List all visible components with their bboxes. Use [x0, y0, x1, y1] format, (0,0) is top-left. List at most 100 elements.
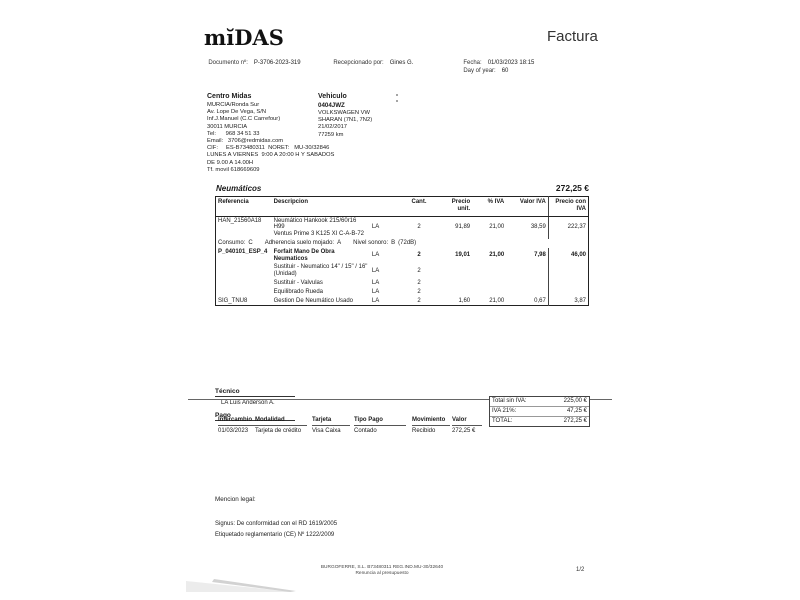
item-description: Neumático Hankook 215/60r16 H99 Ventus Pr…	[272, 216, 370, 239]
item-unit: LA	[371, 224, 380, 231]
item-description: Sustituir - Valvulas	[272, 279, 370, 288]
invoice-date-label: Fecha:	[463, 60, 482, 66]
vehicle-block: Vehiculo 0404JWZ VOLKSWAGEN VW SHARAN (7…	[318, 93, 408, 139]
item-total	[547, 287, 589, 297]
item-reference: HAN_21560A18	[218, 217, 262, 224]
eco-adherencia-value: A	[337, 239, 342, 246]
item-unit: LA	[371, 267, 380, 274]
centro-mobile: Tf. movil 618669609	[207, 166, 260, 173]
payment-col-valor: Valor	[452, 417, 482, 426]
invoice-date: Fecha: 01/03/2023 18:15	[460, 54, 534, 66]
technician-block: Técnico LA Luis Anderson A.	[215, 380, 295, 406]
eco-label-row: Consumo: C Adherencia suelo mojado: A Nivel …	[216, 239, 589, 248]
page-number: 1/2	[576, 567, 585, 573]
item-iva-pct	[472, 279, 506, 288]
item-iva-pct: 21,00	[489, 252, 505, 259]
col-header-pct-iva: % IVA	[472, 196, 507, 217]
item-total	[547, 263, 589, 279]
item-qty: 2	[417, 252, 421, 259]
item-unit-price: 91,89	[455, 224, 471, 231]
item-total	[547, 278, 589, 288]
payment-amount: 272,25 €	[452, 428, 476, 434]
centro-email: Email: 3706@redmidas.com	[207, 138, 284, 145]
item-unit-price	[436, 279, 472, 288]
document-number-label: Documento nº:	[208, 60, 248, 66]
signus-legal-line: Signus: De conformidad con el RD 1619/20…	[215, 521, 338, 527]
document-number: Documento nº: P-3706-2023-319	[205, 54, 301, 66]
item-description-line1: Sustituir - Valvulas	[273, 279, 323, 286]
item-description-line2: Ventus Prime 3 K125 XI C-A-B-72	[273, 231, 365, 238]
payment-col-tarjeta: Tarjeta	[312, 417, 350, 426]
col-header-precio-con-iva: Precio con IVA	[547, 196, 589, 217]
total-sin-iva-label: Total sin IVA:	[492, 398, 527, 404]
item-description: Gestion De Neumático Usado	[272, 297, 370, 306]
section-title: Neumáticos	[216, 184, 262, 193]
item-iva-pct	[472, 288, 506, 297]
item-reference	[216, 279, 272, 288]
vehicle-model: SHARAN (7N1, 7N2)	[318, 117, 373, 124]
item-iva-pct: 21,00	[489, 224, 505, 231]
item-reference: P_040101_ESP_4	[218, 248, 268, 255]
item-description: Equilibrado Rueda	[272, 288, 370, 297]
item-unit: LA	[371, 279, 380, 286]
item-iva-pct: 21,00	[489, 297, 505, 304]
section-total-amount: 272,25 €	[555, 183, 589, 193]
item-reference	[216, 288, 272, 297]
totals-box: Total sin IVA: 225,00 € IVA 21%: 47,25 €…	[489, 396, 590, 427]
item-description-line1: Equilibrado Rueda	[273, 288, 324, 295]
document-number-value: P-3706-2023-319	[253, 60, 301, 66]
iva-row: IVA 21%: 47,25 €	[490, 407, 589, 417]
col-header-descripcion: Descripcion	[271, 196, 370, 217]
item-qty: 2	[417, 267, 421, 274]
page-title: Factura	[547, 28, 598, 45]
centro-line: MURCIA/Ronda Sur	[207, 102, 260, 108]
item-iva-value	[506, 279, 548, 288]
payment-date: 01/03/2023	[218, 428, 249, 434]
total-label: TOTAL:	[492, 418, 513, 424]
item-unit-price: 1,60	[458, 297, 471, 304]
section-divider-line	[188, 399, 612, 400]
technician-title: Técnico	[215, 388, 295, 397]
item-iva-pct	[472, 263, 506, 279]
table-row: Equilibrado Rueda LA 2	[216, 287, 589, 297]
item-qty: 2	[417, 297, 421, 304]
day-of-year: Day of year: 60	[460, 62, 508, 74]
item-unit: LA	[371, 288, 380, 295]
day-of-year-value: 60	[501, 68, 509, 74]
received-by: Recepcionado por: Gines G.	[330, 54, 413, 66]
centro-hours: LUNES A VIERNES 9:00 A 20:00 H Y SABADOS	[207, 152, 335, 159]
payment-type: Contado	[354, 428, 377, 434]
eco-nivel-value: B	[391, 239, 396, 246]
eco-consumo-value: C	[248, 239, 253, 246]
scan-artifact	[396, 94, 398, 96]
item-description-line1: Sustituir - Neumatico 14" / 15" / 16"	[273, 264, 368, 271]
payment-col-tipo-pago: Tipo Pago	[354, 417, 406, 426]
centro-line: Inf.J.Manuel (C.C Carrefour)	[207, 116, 281, 123]
vehicle-plate: 0404JWZ	[318, 102, 345, 109]
iva-label: IVA 21%:	[492, 408, 517, 414]
footer-company-line: BURGOFERRE, S.L. B73480311 REG.IND.MU-30…	[320, 565, 444, 570]
technician-name: LA Luis Anderson A.	[221, 400, 275, 406]
item-description-line2: Neumaticos	[273, 255, 308, 262]
item-description-line1: Gestion De Neumático Usado	[273, 297, 354, 304]
col-header-precio-unit: Precio unit.	[436, 196, 473, 217]
midas-logo: mĭDAS	[204, 24, 284, 51]
invoice-date-value: 01/03/2023 18:15	[487, 60, 535, 66]
eco-db-value: (72dB)	[398, 239, 417, 246]
table-row: HAN_21560A18 Neumático Hankook 215/60r16…	[216, 216, 589, 239]
col-header-referencia: Referencia	[215, 196, 272, 217]
col-header-cantidad: Cant.	[401, 196, 437, 217]
item-total: 3,87	[547, 296, 589, 306]
footer-note-line: Renuncia al presupuesto	[355, 571, 409, 576]
item-reference: SIG_TNU8	[218, 297, 248, 304]
legal-mention-label: Mencion legal:	[215, 496, 256, 503]
payment-col-intercambio: Intercambio	[218, 417, 256, 426]
table-row: Sustituir - Valvulas LA 2	[216, 278, 589, 288]
col-header-precio-con-iva-line1: Precio con	[555, 199, 586, 205]
table-row: Sustituir - Neumatico 14" / 15" / 16" (Un…	[216, 263, 589, 279]
centro-midas-title: Centro Midas	[207, 93, 252, 100]
total-sin-iva-value: 225,00 €	[563, 398, 587, 404]
col-header-valor-iva: Valor IVA	[506, 196, 549, 217]
tyre-eco-label: Consumo: C Adherencia suelo mojado: A Nivel …	[216, 239, 589, 248]
item-total: 222,37	[547, 216, 589, 239]
